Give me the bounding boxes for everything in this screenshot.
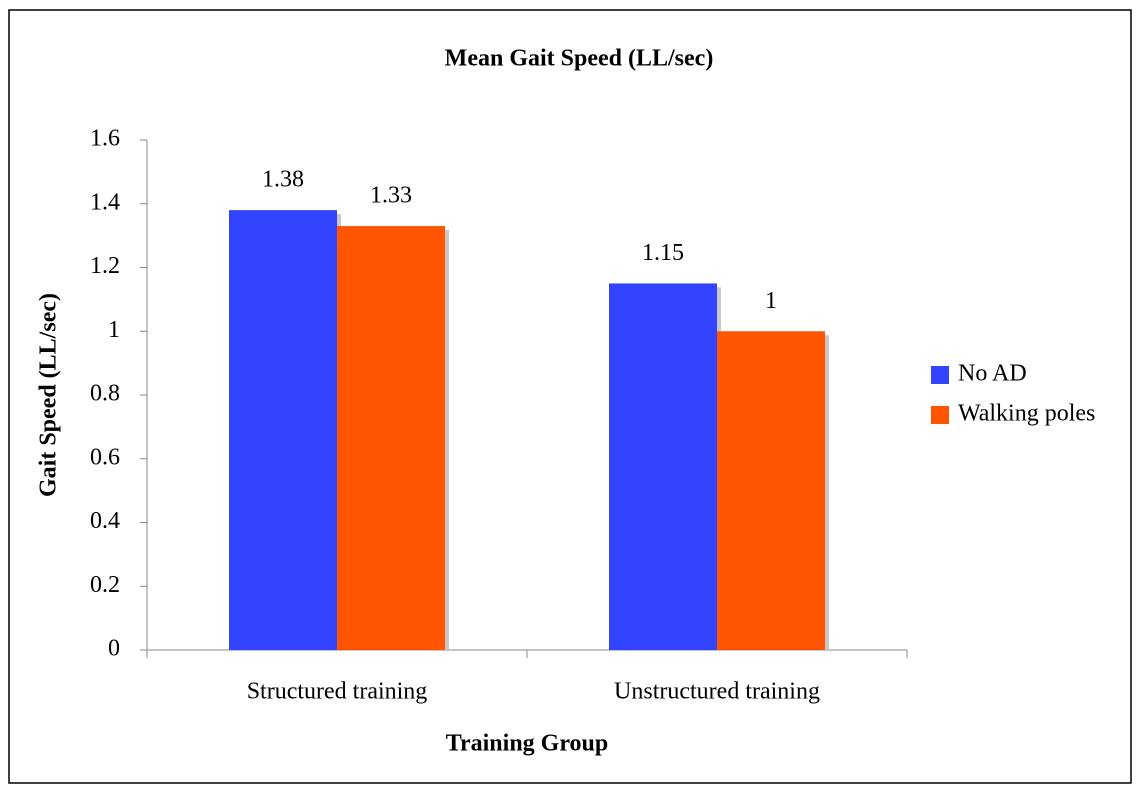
legend-label: No AD: [958, 361, 1027, 387]
chart-border: [8, 9, 1132, 784]
y-tick-label: 0.8: [90, 381, 120, 407]
y-tick-label: 0: [108, 636, 120, 662]
y-tick-label: 0.2: [90, 572, 120, 598]
y-tick-label: 1: [108, 317, 120, 343]
bar: [229, 210, 337, 650]
value-label: 1.33: [370, 183, 412, 209]
bar: [609, 283, 717, 650]
x-axis-label: Training Group: [446, 731, 609, 757]
legend-swatch: [931, 366, 949, 384]
value-label: 1: [765, 288, 777, 314]
y-tick-label: 0.6: [90, 444, 120, 470]
legend-swatch: [931, 406, 949, 424]
y-tick-label: 1.4: [90, 189, 120, 215]
y-axis-label: Gait Speed (LL/sec): [36, 293, 62, 497]
y-tick-label: 1.6: [90, 126, 120, 152]
value-label: 1.38: [262, 167, 304, 193]
bar: [717, 331, 825, 650]
x-tick-label: Structured training: [247, 679, 428, 705]
chart-title: Mean Gait Speed (LL/sec): [445, 46, 714, 72]
y-tick-label: 1.2: [90, 253, 120, 279]
y-tick-label: 0.4: [90, 508, 120, 534]
x-tick-label: Unstructured training: [614, 679, 820, 705]
value-label: 1.15: [642, 240, 684, 266]
legend-label: Walking poles: [958, 401, 1095, 427]
bar: [337, 226, 445, 650]
